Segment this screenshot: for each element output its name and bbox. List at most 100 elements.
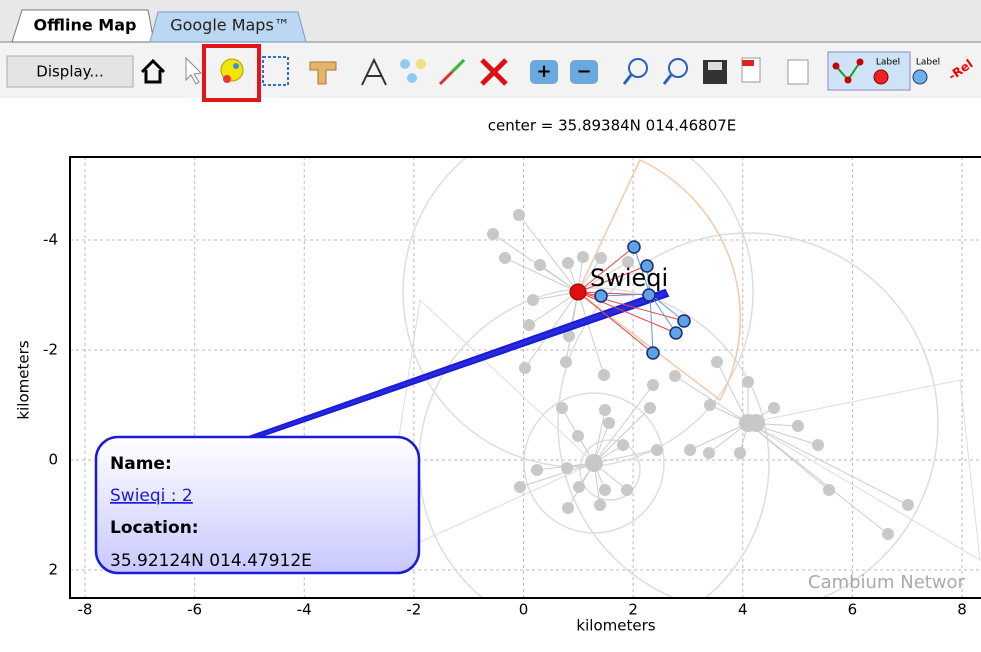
y-tick-label: 2 — [48, 561, 58, 579]
link — [518, 214, 579, 293]
link — [747, 422, 889, 535]
x-tick-label: 6 — [848, 601, 858, 619]
node — [514, 481, 526, 493]
tooltip-location: 35.92124N 014.47912E — [110, 551, 312, 571]
y-tick-label: -2 — [43, 341, 58, 359]
node — [563, 330, 575, 342]
link — [716, 361, 749, 424]
node — [823, 484, 835, 496]
tab-label[interactable]: Offline Map — [34, 16, 137, 35]
coverage-arc — [402, 157, 754, 468]
node — [617, 439, 629, 451]
tab[interactable] — [149, 11, 307, 43]
node — [792, 420, 804, 432]
node — [734, 447, 746, 459]
link — [649, 293, 654, 354]
plot-frame — [69, 156, 981, 599]
x-tick-label: -4 — [297, 601, 312, 619]
link — [649, 293, 677, 334]
coverage-arc — [523, 392, 665, 534]
tooltip — [94, 435, 421, 575]
y-tick-label: -4 — [43, 231, 58, 249]
link — [747, 422, 909, 506]
node — [742, 376, 754, 388]
node — [487, 228, 499, 240]
access-point — [569, 283, 587, 301]
coverage-arc — [557, 232, 939, 598]
display-button[interactable] — [6, 55, 134, 88]
client-node — [640, 259, 654, 273]
node — [561, 462, 573, 474]
link — [593, 409, 606, 464]
node — [562, 257, 574, 269]
node — [812, 439, 824, 451]
node — [902, 499, 914, 511]
node — [513, 209, 525, 221]
link — [528, 291, 579, 326]
x-tick-label: -2 — [406, 601, 421, 619]
client-node — [642, 288, 656, 302]
link — [577, 291, 677, 334]
x-axis-label: kilometers — [576, 617, 655, 635]
node — [768, 402, 780, 414]
node — [534, 259, 546, 271]
link — [593, 449, 658, 464]
x-tick-label: 0 — [519, 601, 529, 619]
node — [523, 319, 535, 331]
node — [599, 484, 611, 496]
node — [599, 404, 611, 416]
node — [531, 464, 543, 476]
link — [593, 407, 651, 464]
node — [562, 502, 574, 514]
x-tick-label: 8 — [957, 601, 967, 619]
x-tick-label: -6 — [187, 601, 202, 619]
tooltip-heading: Name: — [110, 454, 172, 474]
node — [603, 417, 615, 429]
sector — [577, 159, 742, 402]
node — [622, 256, 634, 268]
node — [621, 484, 633, 496]
node-label: Swieqi — [590, 264, 668, 292]
coverage-arc — [579, 439, 641, 501]
node — [556, 402, 568, 414]
client-node — [669, 326, 683, 340]
link — [649, 293, 685, 322]
node — [527, 294, 539, 306]
node — [684, 444, 696, 456]
map-plot: Swieqi Cambium Networ — [70, 157, 981, 598]
map-center: center = 35.89384N 014.46807E — [488, 117, 737, 135]
node — [598, 369, 610, 381]
node — [644, 402, 656, 414]
link — [504, 257, 579, 293]
y-axis-label: kilometers — [15, 340, 33, 419]
link — [689, 422, 749, 451]
client-node — [646, 346, 660, 360]
button-label[interactable]: Display... — [36, 63, 103, 81]
node — [703, 447, 715, 459]
node — [651, 444, 663, 456]
link — [519, 462, 595, 488]
sector — [746, 379, 981, 561]
icon-label: Label — [876, 58, 900, 68]
link — [577, 246, 635, 293]
node — [577, 251, 589, 263]
node — [882, 528, 894, 540]
y-tick-label: 0 — [48, 451, 58, 469]
link — [600, 293, 651, 297]
tab-label[interactable]: Google Maps™ — [170, 16, 290, 35]
x-tick-label: -8 — [78, 601, 93, 619]
node — [594, 499, 606, 511]
link — [577, 265, 648, 293]
sector — [379, 298, 595, 561]
x-tick-label: 4 — [738, 601, 748, 619]
client-node — [594, 289, 608, 303]
node — [595, 252, 607, 264]
tooltip-link[interactable]: Swieqi : 2 — [110, 486, 193, 506]
hub — [585, 454, 603, 472]
tab[interactable] — [11, 9, 155, 43]
node — [573, 481, 585, 493]
svg-text:+: + — [536, 61, 551, 82]
tooltip-heading: Location: — [110, 518, 199, 538]
